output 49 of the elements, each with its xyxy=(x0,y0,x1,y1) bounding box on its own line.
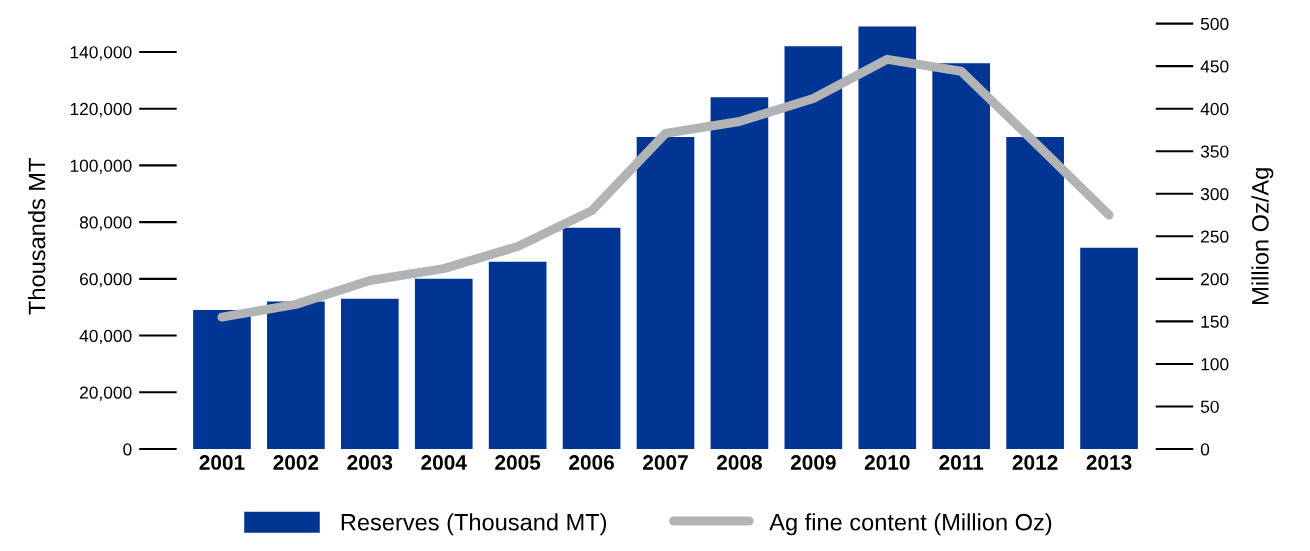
x-tick-label: 2005 xyxy=(495,455,541,470)
y-tick-label: 40,000 xyxy=(79,329,132,345)
y-tick-label: 80,000 xyxy=(79,216,132,231)
x-tick-label: 2003 xyxy=(347,455,393,470)
bar xyxy=(1006,137,1064,449)
y2-tick-label: 150 xyxy=(1201,315,1229,328)
bar xyxy=(414,278,473,449)
bar xyxy=(636,137,695,449)
y2-tick-label: 100 xyxy=(1201,358,1229,371)
bar xyxy=(193,310,251,449)
y2-tick-label: 400 xyxy=(1200,102,1229,116)
y-tick-label: 140,000 xyxy=(70,46,132,61)
x-tick-label: 2009 xyxy=(790,455,836,470)
x-tick-label: 2011 xyxy=(939,455,984,470)
bar xyxy=(562,227,621,449)
bar xyxy=(710,97,769,449)
bar xyxy=(488,261,547,449)
x-tick-label: 2008 xyxy=(716,455,762,470)
x-tick-label: 2013 xyxy=(1086,455,1132,470)
bar xyxy=(932,63,991,449)
y2-tick-label: 450 xyxy=(1200,60,1229,73)
y-tick-label: 100,000 xyxy=(70,159,132,174)
y-tick-label: 120,000 xyxy=(70,102,132,118)
x-tick-label: 2006 xyxy=(569,455,614,470)
y2-tick-label: 50 xyxy=(1200,400,1219,413)
y2-axis-title: Million Oz/Ag xyxy=(1251,168,1274,304)
legend-label: Reserves (Thousand MT) xyxy=(341,513,607,536)
y2-tick-label: 500 xyxy=(1200,17,1229,31)
x-tick-label: 2010 xyxy=(864,455,910,470)
y-tick-label: 20,000 xyxy=(80,386,132,401)
x-tick-label: 2012 xyxy=(1012,455,1058,470)
y2-tick-label: 250 xyxy=(1201,230,1229,243)
bar xyxy=(784,46,843,449)
y2-tick-label: 200 xyxy=(1201,273,1229,286)
legend-label: Ag fine content (Million Oz) xyxy=(769,513,1052,536)
x-tick-label: 2001 xyxy=(199,455,245,470)
y2-tick-label: 350 xyxy=(1200,145,1229,158)
y2-tick-label: 0 xyxy=(1200,443,1210,456)
y-tick-label: 60,000 xyxy=(80,273,132,288)
bar xyxy=(858,26,917,449)
y2-tick-label: 300 xyxy=(1200,187,1229,201)
bar xyxy=(267,301,325,449)
bar xyxy=(1080,247,1138,449)
x-tick-label: 2004 xyxy=(421,455,467,470)
bar xyxy=(340,298,399,449)
y-tick-label: 0 xyxy=(123,443,132,456)
y-axis-title: Thousands MT xyxy=(28,158,46,315)
x-tick-label: 2002 xyxy=(273,455,319,470)
x-tick-label: 2007 xyxy=(643,455,688,470)
